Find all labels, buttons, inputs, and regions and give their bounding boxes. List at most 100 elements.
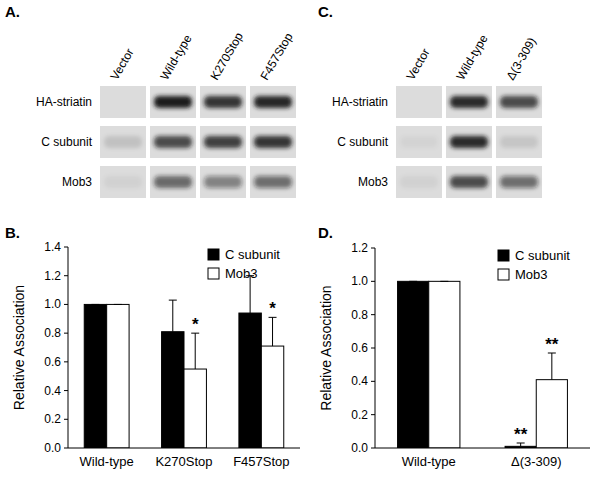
panel-letter: D. xyxy=(318,224,333,241)
lane-label: Vector xyxy=(403,46,432,82)
blot-band xyxy=(450,136,488,148)
bar xyxy=(84,304,106,448)
blot-band xyxy=(400,176,438,188)
blot-cell xyxy=(496,126,542,158)
lane-label: F457Stop xyxy=(257,30,295,82)
x-axis xyxy=(375,448,590,449)
marks xyxy=(84,276,284,448)
error-stem xyxy=(551,353,552,380)
blot-panel: C.VectorWild-typeΔ(3-309)HA-striatinC su… xyxy=(318,3,542,198)
error-bar xyxy=(440,281,448,282)
y-tick xyxy=(371,448,375,449)
error-stem xyxy=(195,333,196,369)
bar xyxy=(239,313,261,448)
blot-cell xyxy=(446,126,492,158)
legend-label: Mob3 xyxy=(515,267,548,282)
annotations: ** xyxy=(192,299,276,334)
error-cap xyxy=(114,304,122,305)
y-tick xyxy=(371,348,375,349)
y-tick xyxy=(371,314,375,315)
y-tick-label: 1.0 xyxy=(351,274,368,288)
error-bar xyxy=(548,353,556,380)
panel-letter: B. xyxy=(5,224,20,241)
bar xyxy=(398,281,429,448)
blot-cell xyxy=(100,166,146,198)
blot-band xyxy=(500,136,538,148)
error-cap xyxy=(169,300,177,301)
y-axis xyxy=(68,247,69,448)
y-tick xyxy=(64,448,68,449)
blot-band xyxy=(400,96,438,108)
y-tick xyxy=(64,247,68,248)
y-axis-label: Relative Association xyxy=(11,285,27,410)
error-bar xyxy=(169,300,177,332)
blot-cell xyxy=(150,166,196,198)
blot-cell xyxy=(396,126,442,158)
y-tick-label: 1.2 xyxy=(351,241,368,255)
y-tick xyxy=(64,275,68,276)
blot-band xyxy=(450,96,488,108)
y-tick-label: 0.4 xyxy=(44,384,61,398)
error-cap xyxy=(91,304,99,305)
y-tick-label: 1.2 xyxy=(44,269,61,283)
error-bar xyxy=(246,276,254,313)
y-tick xyxy=(371,248,375,249)
blot-cell xyxy=(496,166,542,198)
legend-swatch xyxy=(498,250,509,261)
blot-cell xyxy=(200,166,246,198)
y-tick-label: 0.6 xyxy=(44,355,61,369)
blot-cell xyxy=(100,86,146,118)
lane-label: K270Stop xyxy=(207,30,246,83)
legend-swatch xyxy=(208,268,219,279)
y-tick-label: 0.0 xyxy=(351,441,368,455)
bar xyxy=(536,380,567,448)
bar xyxy=(107,304,129,448)
x-tick-label: Wild-type xyxy=(402,454,456,469)
lane-label: Wild-type xyxy=(453,32,490,83)
blot-panel: A.VectorWild-typeK270StopF457StopHA-stri… xyxy=(5,3,296,198)
y-tick-label: 0.8 xyxy=(44,326,61,340)
blot-cell xyxy=(150,126,196,158)
y-tick xyxy=(371,281,375,282)
error-bar xyxy=(114,304,122,305)
y-tick xyxy=(64,333,68,334)
x-tick-label: Wild-type xyxy=(80,454,134,469)
y-tick-label: 1.0 xyxy=(44,297,61,311)
blot-band xyxy=(204,176,242,188)
blot-band xyxy=(104,176,142,188)
y-axis xyxy=(375,248,376,448)
lane-label: Vector xyxy=(107,46,136,82)
y-tick xyxy=(64,304,68,305)
panel-letter: A. xyxy=(5,3,20,20)
blot-band xyxy=(154,176,192,188)
error-cap xyxy=(409,281,417,282)
bar xyxy=(184,369,206,448)
blot-cell xyxy=(250,86,296,118)
legend-label: Mob3 xyxy=(225,266,258,281)
blot-cell xyxy=(496,86,542,118)
error-bar xyxy=(409,281,417,282)
bar-chart: D.0.00.20.40.60.81.01.2Relative Associat… xyxy=(318,224,590,469)
blot-cell xyxy=(396,166,442,198)
marks xyxy=(398,281,568,448)
error-stem xyxy=(172,300,173,332)
significance: * xyxy=(192,315,199,334)
y-tick-label: 1.4 xyxy=(44,240,61,254)
row-label: HA-striatin xyxy=(36,95,92,109)
significance: ** xyxy=(545,335,559,354)
y-axis-label: Relative Association xyxy=(318,285,334,410)
blot-cell xyxy=(446,86,492,118)
significance: * xyxy=(269,299,276,318)
y-tick xyxy=(371,414,375,415)
blot-cell xyxy=(250,126,296,158)
bar xyxy=(429,281,460,448)
x-tick-label: F457Stop xyxy=(233,454,289,469)
error-bar xyxy=(91,304,99,305)
y-tick-label: 0.2 xyxy=(44,412,61,426)
lane-label: Δ(3-309) xyxy=(503,35,538,82)
blot-cell xyxy=(446,166,492,198)
y-tick xyxy=(371,381,375,382)
blot-band xyxy=(254,136,292,148)
significance: ** xyxy=(514,425,528,444)
legend-label: C subunit xyxy=(515,248,570,263)
